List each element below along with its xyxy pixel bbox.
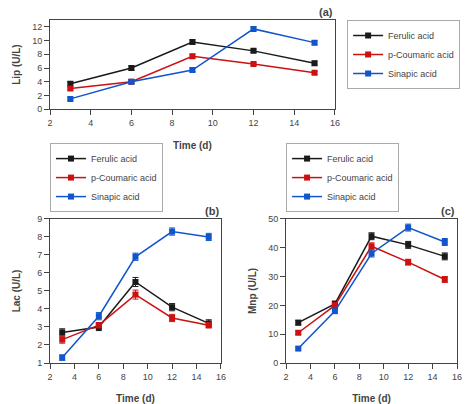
svg-text:5: 5 <box>37 286 42 296</box>
svg-text:16: 16 <box>216 372 226 382</box>
svg-text:Sinapic acid: Sinapic acid <box>91 192 140 202</box>
svg-text:(b): (b) <box>205 205 219 217</box>
svg-text:6: 6 <box>37 268 42 278</box>
svg-text:Lip (U/L): Lip (U/L) <box>11 44 22 85</box>
svg-text:9: 9 <box>37 214 42 224</box>
svg-text:8: 8 <box>357 372 362 382</box>
svg-text:50: 50 <box>268 214 278 224</box>
svg-text:4: 4 <box>72 372 77 382</box>
svg-text:0: 0 <box>37 104 42 114</box>
svg-text:3: 3 <box>37 322 42 332</box>
svg-text:2: 2 <box>37 340 42 350</box>
svg-text:16: 16 <box>330 118 340 128</box>
svg-text:6: 6 <box>332 372 337 382</box>
svg-text:20: 20 <box>268 301 278 311</box>
svg-text:10: 10 <box>268 329 278 339</box>
svg-text:Sinapic acid: Sinapic acid <box>388 69 437 79</box>
svg-text:14: 14 <box>192 372 202 382</box>
svg-text:12: 12 <box>167 372 177 382</box>
svg-text:12: 12 <box>248 118 258 128</box>
svg-text:4: 4 <box>308 372 313 382</box>
svg-text:8: 8 <box>37 49 42 59</box>
svg-text:12: 12 <box>32 22 42 32</box>
svg-text:6: 6 <box>96 372 101 382</box>
svg-text:8: 8 <box>170 118 175 128</box>
svg-text:16: 16 <box>452 372 462 382</box>
svg-text:2: 2 <box>37 91 42 101</box>
svg-text:14: 14 <box>428 372 438 382</box>
svg-text:1: 1 <box>37 358 42 368</box>
svg-text:p-Coumaric acid: p-Coumaric acid <box>388 50 454 60</box>
svg-text:4: 4 <box>37 77 42 87</box>
svg-text:14: 14 <box>289 118 299 128</box>
svg-text:2: 2 <box>284 372 289 382</box>
svg-text:(a): (a) <box>319 6 333 18</box>
svg-text:12: 12 <box>403 372 413 382</box>
svg-text:10: 10 <box>32 36 42 46</box>
svg-text:Ferulic acid: Ferulic acid <box>327 154 373 164</box>
svg-text:8: 8 <box>121 372 126 382</box>
svg-text:10: 10 <box>143 372 153 382</box>
svg-text:0: 0 <box>273 358 278 368</box>
svg-text:7: 7 <box>37 250 42 260</box>
svg-text:2: 2 <box>47 372 52 382</box>
svg-text:Time (d): Time (d) <box>116 393 155 404</box>
svg-text:p-Coumaric acid: p-Coumaric acid <box>327 173 393 183</box>
svg-text:(c): (c) <box>441 205 455 217</box>
svg-text:Ferulic acid: Ferulic acid <box>388 31 434 41</box>
svg-text:8: 8 <box>37 232 42 242</box>
svg-text:10: 10 <box>208 118 218 128</box>
svg-text:40: 40 <box>268 243 278 253</box>
svg-text:Sinapic acid: Sinapic acid <box>327 192 376 202</box>
svg-text:Mnp (U/L): Mnp (U/L) <box>247 268 258 314</box>
svg-text:4: 4 <box>88 118 93 128</box>
svg-text:6: 6 <box>129 118 134 128</box>
svg-text:Time (d): Time (d) <box>173 140 212 151</box>
svg-text:p-Coumaric acid: p-Coumaric acid <box>91 173 157 183</box>
svg-text:6: 6 <box>37 63 42 73</box>
svg-text:10: 10 <box>379 372 389 382</box>
svg-text:4: 4 <box>37 304 42 314</box>
svg-text:Ferulic acid: Ferulic acid <box>91 154 137 164</box>
svg-text:2: 2 <box>47 118 52 128</box>
svg-text:30: 30 <box>268 272 278 282</box>
svg-text:Lac (U/L): Lac (U/L) <box>11 270 22 313</box>
svg-text:Time (d): Time (d) <box>352 393 391 404</box>
